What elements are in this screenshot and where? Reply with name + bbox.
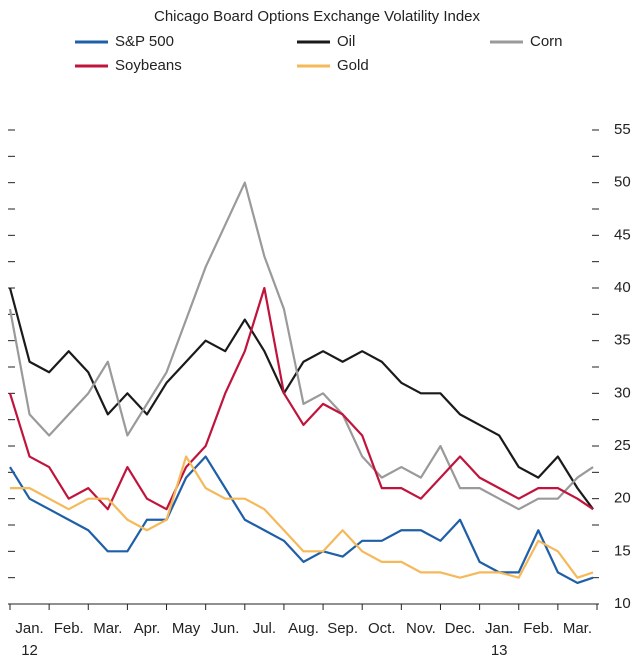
chart-title: Chicago Board Options Exchange Volatilit… [154,8,481,25]
x-tick-label: Jul. [253,620,276,637]
y-tick-label: 25 [614,437,631,454]
x-tick-label: Jun. [211,620,239,637]
legend-label: Soybeans [115,57,182,74]
x-tick-label: Oct. [368,620,396,637]
x-tick-label: Aug. [288,620,319,637]
legend-label: Gold [337,57,369,74]
legend-label: S&P 500 [115,33,174,50]
series-line [9,455,594,585]
y-tick-label: 30 [614,384,631,401]
x-tick-label: Mar. [563,620,592,637]
y-tick-label: 15 [614,542,631,559]
x-tick-label: May [172,620,201,637]
x-tick-label: Dec. [445,620,476,637]
x-tick-label: Jan. [15,620,43,637]
series-line [8,181,594,511]
y-tick-label: 40 [614,279,631,296]
y-tick-label: 55 [614,121,631,138]
legend-label: Oil [337,33,355,50]
x-tick-label: Feb. [54,620,84,637]
x-tick-label: Nov. [406,620,436,637]
y-tick-label: 50 [614,174,631,191]
x-tick-label: Mar. [93,620,122,637]
year-label: 12 [21,642,38,659]
legend-label: Corn [530,33,563,50]
series-line [10,455,594,579]
series-line [8,287,594,510]
y-tick-label: 35 [614,332,631,349]
y-tick-label: 20 [614,490,631,507]
y-tick-label: 45 [614,226,631,243]
x-tick-label: Feb. [523,620,553,637]
y-tick-label: 10 [614,595,631,612]
series-line [8,286,594,511]
x-tick-label: Jan. [485,620,513,637]
x-tick-label: Sep. [327,620,358,637]
x-tick-label: Apr. [134,620,161,637]
year-label: 13 [491,642,508,659]
